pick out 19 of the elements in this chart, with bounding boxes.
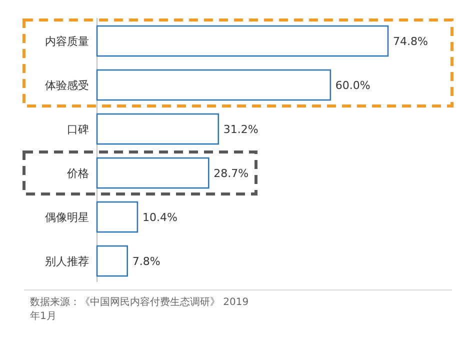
bar: [96, 113, 220, 145]
bar: [96, 157, 210, 189]
y-tick-label: 别人推荐: [45, 255, 89, 268]
data-label: 60.0%: [335, 79, 370, 92]
y-tick-label: 口碑: [67, 123, 89, 136]
source-note: 数据来源：《中国网民内容付费生态调研》 2019年1月: [30, 296, 249, 322]
data-label: 7.8%: [132, 255, 160, 268]
y-tick-label: 价格: [66, 167, 89, 180]
bar: [96, 25, 389, 57]
data-label: 28.7%: [214, 167, 249, 180]
y-tick-label: 偶像明星: [45, 211, 89, 224]
data-label: 74.8%: [393, 35, 428, 48]
y-tick-label: 内容质量: [45, 35, 89, 48]
bar: [96, 201, 138, 233]
data-label: 31.2%: [223, 123, 258, 136]
y-tick-label: 体验感受: [45, 79, 89, 92]
bar: [96, 69, 332, 101]
bar: [96, 245, 128, 277]
data-label: 10.4%: [142, 211, 178, 224]
